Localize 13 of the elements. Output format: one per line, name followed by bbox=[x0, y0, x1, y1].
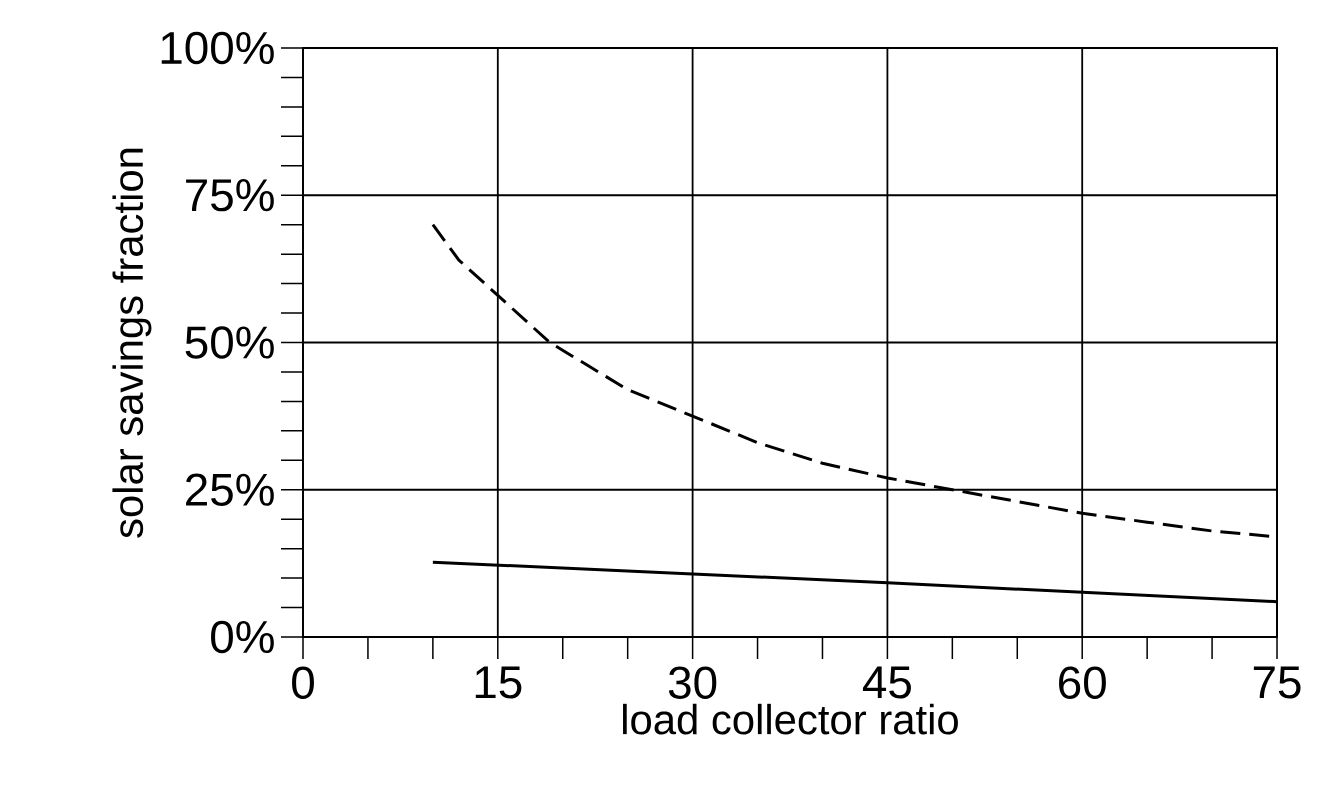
x-tick-label: 75 bbox=[1253, 666, 1301, 699]
y-tick-label: 50% bbox=[185, 326, 274, 359]
x-tick-label: 60 bbox=[1059, 666, 1106, 699]
x-tick-label: 0 bbox=[292, 666, 314, 699]
y-tick-label: 25% bbox=[186, 473, 274, 506]
y-axis-title: solar savings fraction bbox=[112, 148, 152, 538]
y-tick-label: 75% bbox=[186, 179, 274, 212]
y-tick-label: 0% bbox=[211, 620, 274, 654]
x-tick-label: 15 bbox=[475, 666, 522, 699]
x-axis-title: load collector ratio bbox=[623, 703, 958, 735]
x-tick-label: 30 bbox=[668, 666, 717, 699]
x-tick-label: 45 bbox=[862, 666, 911, 699]
y-tick-label: 100% bbox=[161, 31, 274, 65]
